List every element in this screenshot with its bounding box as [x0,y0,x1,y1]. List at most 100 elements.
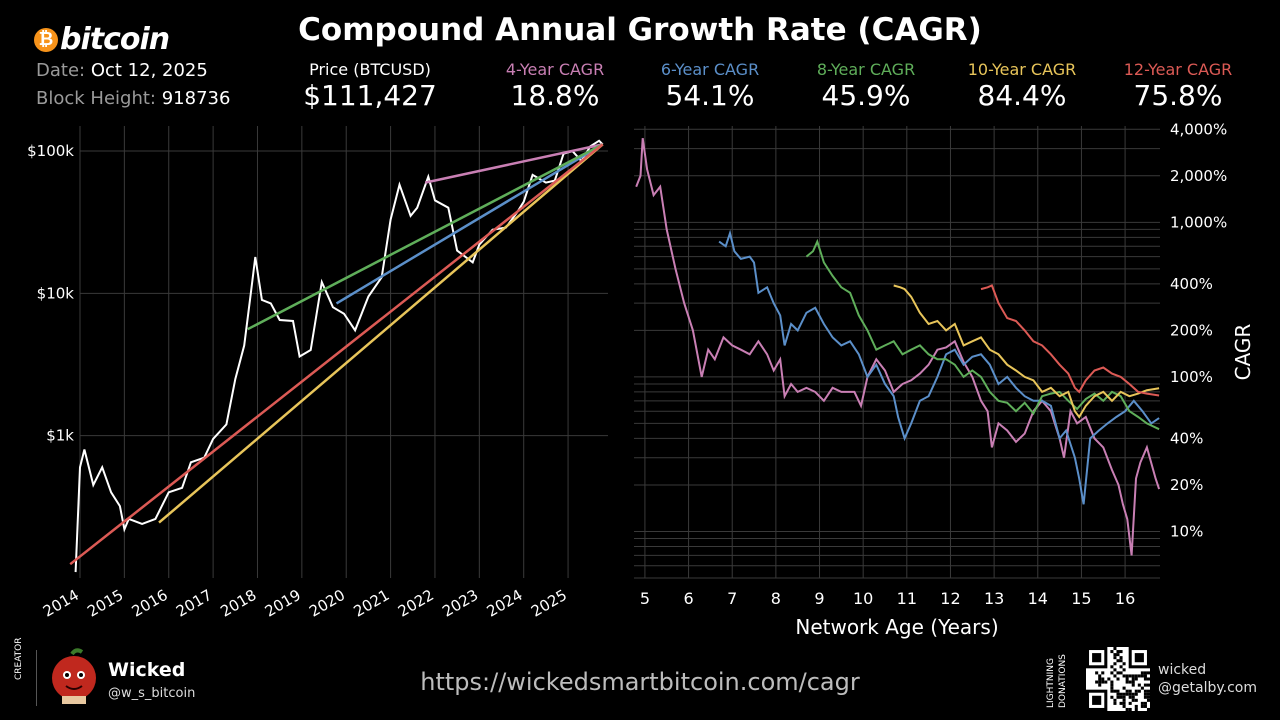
qr-module [1113,662,1117,666]
qr-module [1131,674,1135,678]
avatar-icon [52,648,96,704]
qr-module [1122,674,1126,678]
creator-handle[interactable]: @w_s_bitcoin [108,686,196,701]
qr-module [1146,671,1150,675]
qr-module [1116,695,1120,699]
x-tick-label: 2015 [84,586,126,621]
stat-value: 84.4% [977,79,1067,112]
qr-module [1098,683,1102,687]
qr-module [1140,671,1144,675]
stat-value: 54.1% [665,79,755,112]
qr-module [1143,701,1147,705]
stat-3: 8-Year CAGR 45.9% [776,60,956,112]
stat-label: 6-Year CAGR [660,60,760,79]
qr-module [1125,707,1129,711]
qr-module [1122,668,1126,672]
qr-module [1122,695,1126,699]
qr-module [1122,692,1126,696]
date-value: Oct 12, 2025 [90,60,208,81]
qr-module [1137,683,1141,687]
qr-module [1110,695,1114,699]
x-axis-title: Network Age (Years) [795,615,998,639]
x-tick-label: 10 [853,589,873,608]
x-tick-label: 9 [814,589,824,608]
qr-module [1146,689,1150,693]
qr-module [1116,659,1120,663]
x-tick-label: 2016 [129,586,171,621]
x-tick-label: 11 [897,589,917,608]
donations-label: DONATIONS [1058,654,1068,708]
source-url[interactable]: https://wickedsmartbitcoin.com/cagr [420,668,860,696]
qr-finder-core [1134,653,1144,663]
qr-module [1104,680,1108,684]
qr-module [1113,647,1117,651]
qr-module [1113,653,1117,657]
x-tick-label: 7 [727,589,737,608]
qr-module [1110,671,1114,675]
qr-module [1125,677,1129,681]
qr-module [1131,698,1135,702]
stat-4: 10-Year CAGR 84.4% [932,60,1112,112]
y-tick-label: 20% [1170,476,1203,494]
qr-module [1143,683,1147,687]
qr-module [1143,692,1147,696]
stat-label: 12-Year CAGR [1123,60,1233,79]
x-tick-label: 6 [683,589,693,608]
qr-module [1140,674,1144,678]
qr-module [1098,674,1102,678]
stat-value: 75.8% [1133,79,1223,112]
qr-module [1131,680,1135,684]
y-tick-label: 400% [1170,275,1213,293]
stat-1: 4-Year CAGR 18.8% [465,60,645,112]
cagr-line-4-year-cagr [424,143,603,184]
price-line [74,139,604,573]
price-chart: 2014 2015 2016 2017 2018 2019 2020 2021 2022 2023… [27,126,608,621]
x-tick-label: 2024 [484,586,526,621]
qr-module [1146,698,1150,702]
qr-module [1098,677,1102,681]
qr-module [1101,680,1105,684]
qr-module [1146,683,1150,687]
x-tick-label: 2021 [351,586,393,621]
y-axis-title: CAGR [1231,324,1255,381]
x-tick-label: 16 [1115,589,1135,608]
qr-module [1116,689,1120,693]
bitcoin-logo: ₿ bitcoin [34,22,170,57]
qr-module [1098,680,1102,684]
qr-module [1128,680,1132,684]
qr-module [1113,674,1117,678]
qr-module [1116,653,1120,657]
qr-module [1134,677,1138,681]
qr-module [1122,704,1126,708]
qr-module [1110,650,1114,654]
qr-module [1119,692,1123,696]
qr-module [1143,689,1147,693]
qr-module [1122,662,1126,666]
qr-module [1122,701,1126,705]
qr-module [1140,704,1144,708]
x-tick-label: 12 [940,589,960,608]
series-10-year-cagr [893,284,1160,419]
qr-module [1140,701,1144,705]
qr-module [1143,695,1147,699]
y-tick-label: 10% [1170,522,1203,540]
bitcoin-wordmark: bitcoin [60,22,170,57]
stat-2: 6-Year CAGR 54.1% [620,60,800,112]
qr-module [1131,683,1135,687]
x-tick-label: 8 [771,589,781,608]
lightning-address-name[interactable]: wicked [1158,662,1207,678]
lightning-address-host[interactable]: @getalby.com [1158,680,1257,696]
x-tick-label: 2017 [173,586,215,621]
x-tick-label: 14 [1028,589,1048,608]
qr-module [1143,677,1147,681]
x-tick-label: 2023 [439,586,481,621]
qr-module [1116,671,1120,675]
cagr-chart: 5 6 7 8 9 10 11 12 13 14 15 16 10% 20% 40% 100% 200% 400%… [634,120,1255,639]
qr-code-icon[interactable] [1086,647,1150,711]
qr-module [1122,686,1126,690]
y-tick-label: $100k [27,142,74,160]
qr-module [1143,674,1147,678]
qr-module [1119,665,1123,669]
bitcoin-coin-icon: ₿ [34,27,58,52]
qr-module [1125,680,1129,684]
